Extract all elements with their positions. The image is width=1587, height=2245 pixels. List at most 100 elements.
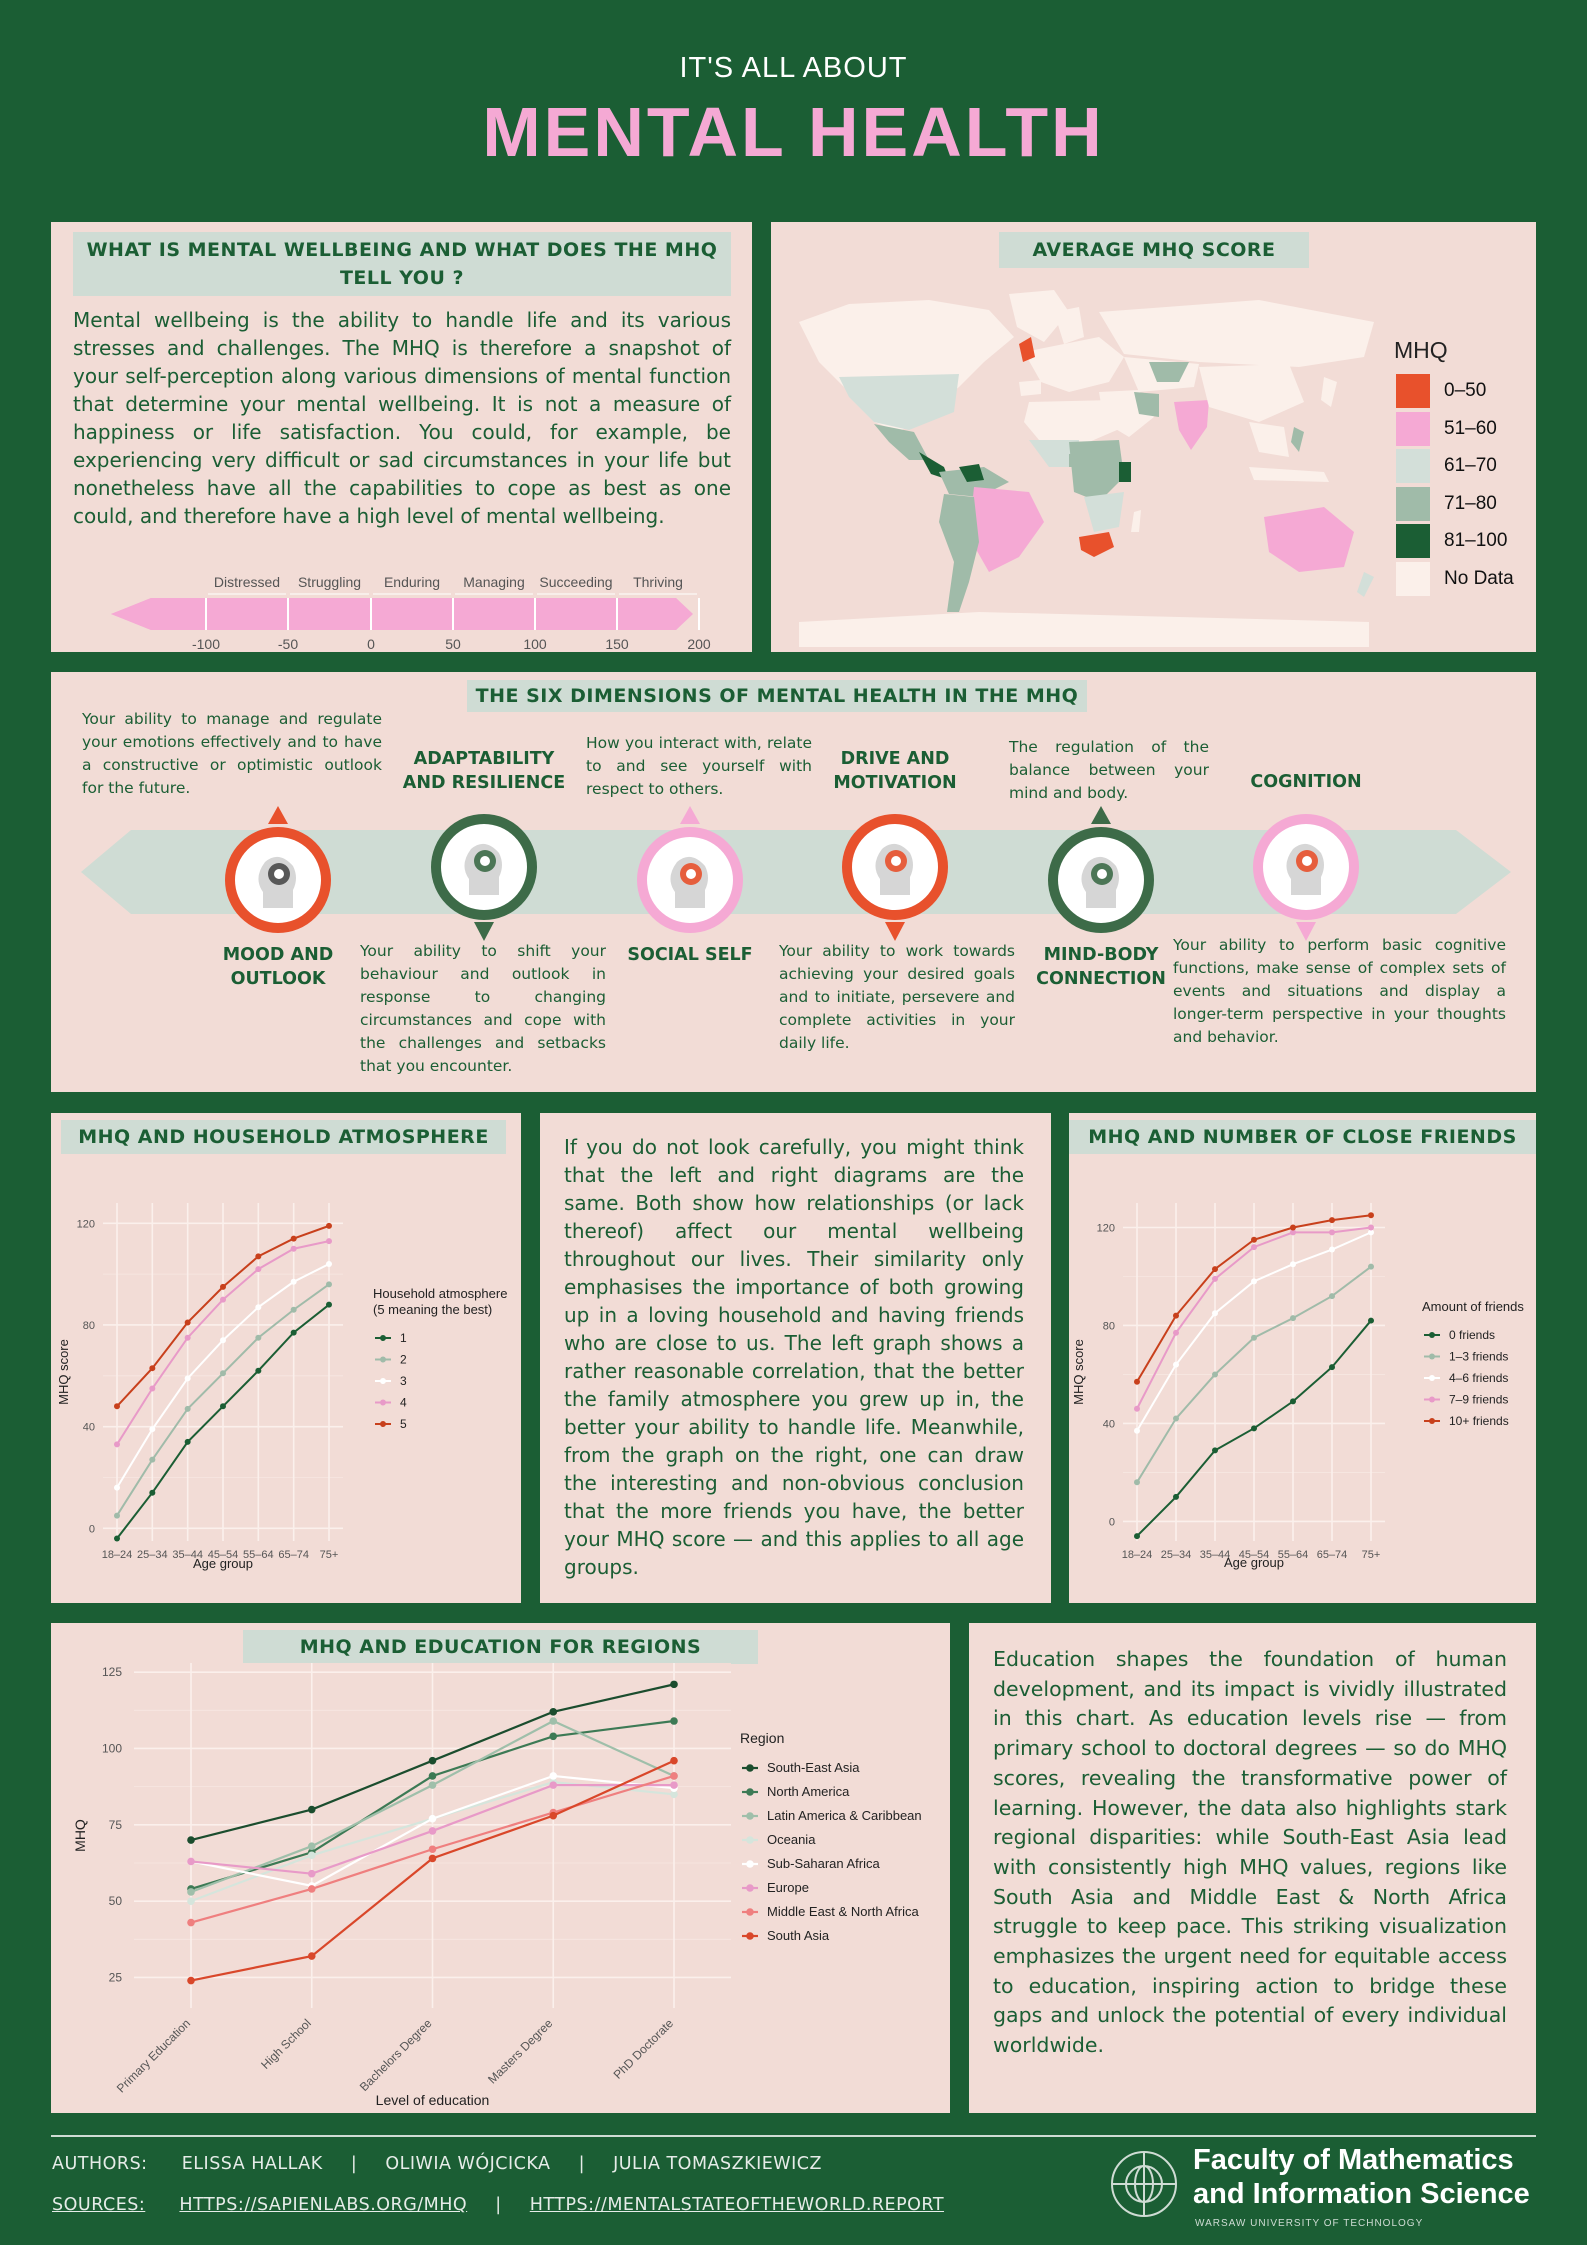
data-point xyxy=(220,1296,226,1303)
data-point xyxy=(428,1827,437,1835)
legend-label: Latin America & Caribbean xyxy=(767,1808,922,1823)
dimension-title: COGNITION xyxy=(1250,772,1362,792)
africa-north xyxy=(1024,400,1124,442)
legend-key-point xyxy=(380,1378,386,1384)
faculty-name-2: and Information Science xyxy=(1193,2178,1530,2210)
data-point xyxy=(670,1781,678,1789)
scale-tick-label: 0 xyxy=(367,636,375,652)
compass-head-icon xyxy=(431,814,537,941)
legend-label: South-East Asia xyxy=(767,1760,860,1775)
legend-key-point xyxy=(746,1764,754,1772)
kenya xyxy=(1119,462,1131,482)
author-3: JULIA TOMASZKIEWICZ xyxy=(613,2154,822,2174)
sources-label: SOURCES: xyxy=(52,2195,146,2215)
education-panel: MHQ AND EDUCATION FOR REGIONS 25 50 75 100 1… xyxy=(51,1623,950,2113)
map-legend-item: No Data xyxy=(1396,561,1536,596)
y-axis-label: MHQ score xyxy=(56,1339,71,1405)
russia xyxy=(1099,300,1374,367)
education-text-panel: Education shapes the foundation of human… xyxy=(969,1623,1536,2113)
authors-label: AUTHORS: xyxy=(52,2154,148,2174)
south-america-west xyxy=(939,494,979,612)
usa xyxy=(839,374,959,430)
legend-title: Household atmosphere xyxy=(373,1286,507,1301)
x-tick-label: High School xyxy=(258,2016,314,2072)
scale-tick-label: 100 xyxy=(523,636,547,652)
data-point xyxy=(1173,1415,1179,1422)
x-tick-label: Masters Degree xyxy=(485,2016,555,2086)
data-point xyxy=(670,1717,678,1725)
source-link-1[interactable]: HTTPS://SAPIENLABS.ORG/MHQ xyxy=(179,2195,468,2215)
world-map xyxy=(799,290,1374,647)
data-point xyxy=(1134,1378,1140,1385)
data-point xyxy=(184,1438,191,1445)
y-axis-label: MHQ score xyxy=(1071,1339,1086,1405)
legend-key-point xyxy=(1429,1418,1435,1424)
x-axis-label: Level of education xyxy=(376,2092,490,2108)
map-legend-swatch xyxy=(1396,524,1430,558)
map-legend-item: 0–50 xyxy=(1396,374,1536,408)
legend-label: 10+ friends xyxy=(1449,1414,1509,1428)
data-point xyxy=(149,1489,156,1496)
map-legend-label: 61–70 xyxy=(1444,455,1497,476)
legend-label: 4–6 friends xyxy=(1449,1371,1508,1385)
data-point xyxy=(1368,1212,1374,1219)
data-point xyxy=(1134,1405,1140,1412)
data-point xyxy=(307,1869,316,1878)
x-tick-label: 25–34 xyxy=(137,1549,168,1561)
uk xyxy=(1019,337,1035,362)
data-point xyxy=(187,1918,195,1927)
dimension-description: The regulation of the balance between yo… xyxy=(1009,738,1209,802)
data-point xyxy=(220,1337,226,1344)
x-tick-label: 65–74 xyxy=(1317,1549,1348,1561)
author-2: OLIWIA WÓJCICKA xyxy=(385,2154,551,2174)
legend-key-point xyxy=(1429,1332,1435,1338)
footer-divider xyxy=(51,2135,1536,2137)
data-point xyxy=(428,1845,437,1854)
map-legend-swatch xyxy=(1396,561,1430,596)
x-tick-label: 18–24 xyxy=(1122,1549,1153,1561)
data-point xyxy=(1290,1224,1296,1231)
legend-label: 7–9 friends xyxy=(1449,1393,1508,1407)
source-link-2[interactable]: HTTPS://MENTALSTATEOFTHEWORLD.REPORT xyxy=(529,2195,945,2215)
university-name: WARSAW UNIVERSITY OF TECHNOLOGY xyxy=(1195,2218,1424,2229)
data-point xyxy=(428,1814,437,1823)
data-point xyxy=(290,1235,297,1242)
data-point xyxy=(428,1854,437,1863)
y-tick-label: 80 xyxy=(83,1320,95,1332)
data-point xyxy=(549,1708,558,1716)
data-point xyxy=(255,1304,262,1311)
data-point xyxy=(428,1756,437,1765)
data-point xyxy=(1290,1229,1296,1236)
wellbeing-text: Mental wellbeing is the ability to handl… xyxy=(73,308,731,528)
legend-label: 2 xyxy=(400,1353,407,1367)
scale-tick-label: 150 xyxy=(605,636,629,652)
x-tick-label: 25–34 xyxy=(1161,1549,1192,1561)
legend-title: (5 meaning the best) xyxy=(373,1302,492,1317)
map-legend-item: 51–60 xyxy=(1396,411,1536,446)
x-tick-label: 35–44 xyxy=(1200,1549,1231,1561)
legend-key-point xyxy=(380,1421,386,1427)
data-point xyxy=(187,1836,195,1844)
data-point xyxy=(1212,1371,1218,1378)
y-tick-label: 80 xyxy=(1103,1320,1115,1332)
dimension-title: SOCIAL SELF xyxy=(627,945,753,965)
data-point xyxy=(1368,1317,1374,1324)
y-tick-label: 75 xyxy=(109,1818,123,1832)
data-point xyxy=(670,1756,678,1765)
data-point xyxy=(1173,1312,1179,1319)
data-point xyxy=(1368,1224,1374,1231)
china xyxy=(1199,364,1304,422)
data-point xyxy=(114,1484,120,1491)
data-point xyxy=(149,1365,156,1372)
data-point xyxy=(549,1772,558,1780)
data-point xyxy=(326,1238,332,1245)
x-tick-label: 55–64 xyxy=(243,1549,274,1561)
data-point xyxy=(187,1976,195,1985)
data-point xyxy=(114,1512,120,1519)
legend-key-point xyxy=(1429,1396,1435,1403)
separator: | xyxy=(495,2195,502,2215)
japan xyxy=(1321,377,1337,407)
data-point xyxy=(290,1306,297,1313)
antarctica xyxy=(799,612,1369,647)
x-tick-label: 65–74 xyxy=(278,1549,309,1561)
